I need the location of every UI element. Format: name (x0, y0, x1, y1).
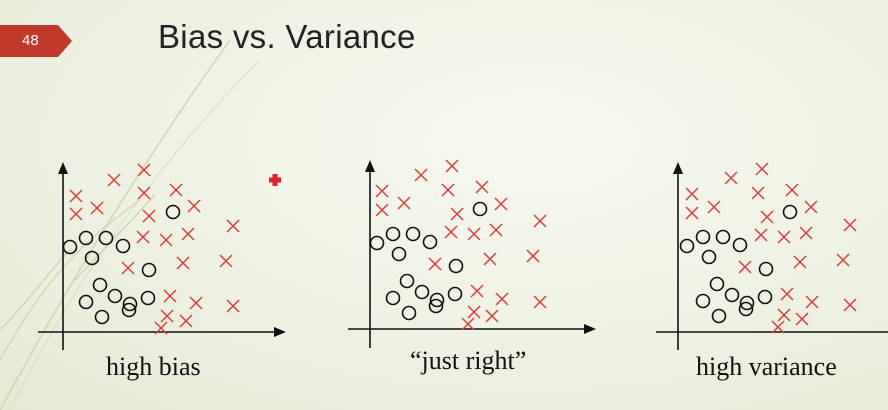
plot-high-variance (656, 162, 888, 350)
fit-line (74, 194, 156, 281)
cross-markers (69, 163, 240, 335)
cross-markers (685, 162, 857, 334)
panel-label-high-bias: high bias (106, 352, 201, 381)
plot-high-bias (38, 162, 286, 350)
circle-markers (679, 204, 798, 324)
slide-number-badge: 48 (0, 25, 72, 57)
circle-markers (62, 204, 181, 325)
panel-label-just-right: “just right” (410, 346, 527, 375)
cross-markers (375, 159, 547, 331)
slide-title: Bias vs. Variance (158, 18, 416, 55)
slide-number: 48 (22, 32, 39, 49)
panel-label-high-variance: high variance (696, 352, 837, 381)
plus-icon[interactable] (268, 173, 282, 187)
plot-just-right (348, 159, 596, 348)
circle-markers (369, 201, 488, 321)
